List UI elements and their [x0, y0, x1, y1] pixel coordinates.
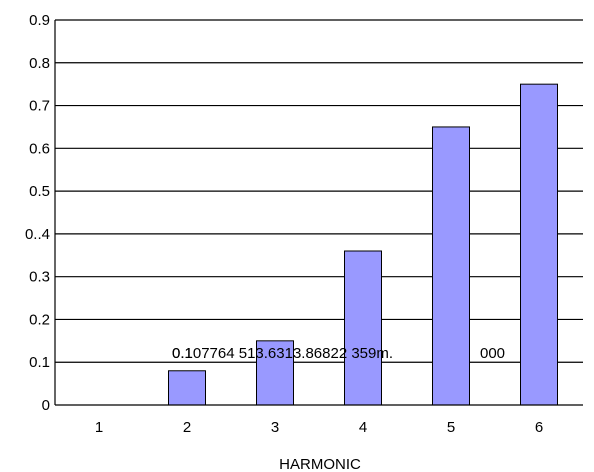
y-axis-tick-labels: 0 0.1 0.2 0.3 0..4 0.5 0.6 0.7 0.8 0.9: [25, 12, 50, 414]
y-tick-label: 0.9: [29, 12, 50, 29]
x-tick-label: 3: [271, 419, 279, 436]
x-axis-title: HARMONIC: [279, 456, 361, 472]
x-tick-label: 2: [183, 419, 191, 436]
overlay-data-text-3: 000: [480, 345, 505, 362]
bar-6: [520, 83, 558, 406]
y-tick-label: 0.8: [29, 55, 50, 72]
x-tick-label: 6: [535, 419, 543, 436]
y-tick-label: 0.6: [29, 140, 50, 157]
y-tick-label: 0.7: [29, 98, 50, 115]
x-axis-tick-labels: 1 2 3 4 5 6: [95, 419, 543, 436]
y-tick-label: 0: [42, 397, 50, 414]
x-tick-label: 1: [95, 419, 103, 436]
bars: [168, 83, 558, 406]
overlay-data-text: 0.107764 513.6313.86822 359m.: [172, 345, 393, 362]
overlay-data-text-2: 0.1: [172, 345, 193, 362]
bar-4: [344, 250, 382, 406]
y-tick-label: 0.1: [29, 354, 50, 371]
grid-lines: [55, 19, 583, 363]
bar-5: [432, 126, 470, 406]
bar-2: [168, 370, 206, 406]
y-tick-label: 0.2: [29, 311, 50, 328]
y-tick-label: 0.5: [29, 183, 50, 200]
x-tick-label: 5: [447, 419, 455, 436]
y-tick-label: 0.3: [29, 269, 50, 286]
y-tick-label: 0..4: [25, 226, 50, 243]
x-tick-label: 4: [359, 419, 367, 436]
